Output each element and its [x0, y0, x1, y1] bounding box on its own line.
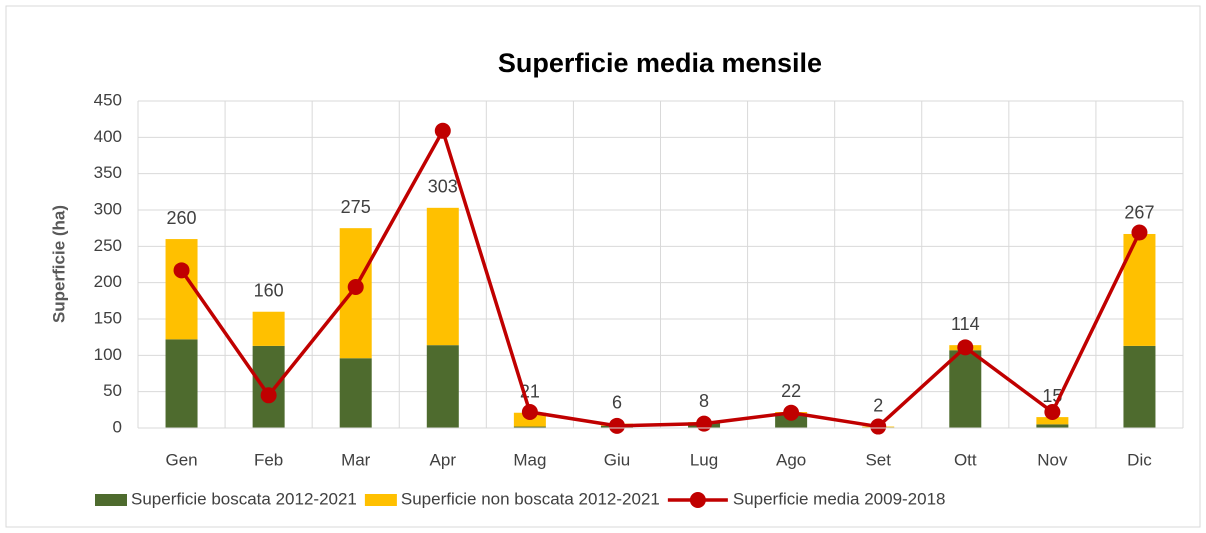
bar	[252, 345, 285, 428]
total-label: 267	[1124, 203, 1154, 223]
line-marker	[347, 279, 364, 296]
bar	[165, 339, 198, 428]
bar	[339, 358, 372, 428]
bar	[426, 207, 459, 346]
x-tick-label: Mag	[513, 450, 546, 469]
total-label: 303	[428, 177, 458, 197]
line-marker	[783, 404, 800, 421]
y-tick-label: 200	[94, 272, 122, 291]
x-tick-label: Gen	[165, 450, 197, 469]
y-tick-label: 300	[94, 199, 122, 218]
legend-marker	[689, 492, 706, 508]
y-tick-label: 50	[103, 381, 122, 400]
legend-swatch	[364, 494, 397, 506]
line-marker	[1131, 224, 1148, 241]
legend-label: Superficie media 2009-2018	[733, 489, 946, 508]
y-tick-label: 400	[94, 127, 122, 146]
bar	[252, 311, 285, 346]
bar	[426, 345, 459, 428]
legend-label: Superficie boscata 2012-2021	[131, 489, 357, 508]
y-tick-label: 450	[94, 90, 122, 109]
x-tick-label: Apr	[430, 450, 457, 469]
legend-swatch	[95, 494, 127, 506]
line	[180, 126, 1142, 429]
line-marker	[521, 404, 538, 421]
x-tick-label: Giu	[604, 450, 630, 469]
total-label: 160	[254, 280, 284, 300]
y-axis-label: Superficie (ha)	[49, 205, 68, 323]
line-marker	[260, 387, 277, 404]
legend-label: Superficie non boscata 2012-2021	[401, 489, 660, 508]
y-tick-label: 0	[113, 417, 122, 436]
line-marker	[957, 339, 974, 356]
line-marker	[870, 418, 887, 435]
x-tick-label: Nov	[1037, 450, 1068, 469]
bar	[1036, 417, 1069, 425]
line-marker	[1044, 404, 1061, 421]
x-tick-label: Dic	[1127, 450, 1152, 469]
total-label: 275	[341, 197, 371, 217]
bar	[1036, 424, 1069, 428]
bar	[1123, 233, 1156, 346]
bar	[949, 350, 982, 428]
line-marker	[696, 415, 713, 432]
chart-title: Superficie media mensile	[498, 48, 822, 78]
x-tick-label: Ott	[954, 450, 977, 469]
line-marker	[173, 262, 190, 279]
line-marker	[608, 417, 625, 434]
bar	[513, 426, 546, 428]
y-tick-label: 150	[94, 308, 122, 327]
line-marker	[434, 122, 451, 139]
total-label: 22	[781, 381, 801, 401]
total-label: 8	[699, 391, 709, 411]
total-label: 260	[167, 208, 197, 228]
bar	[1123, 345, 1156, 428]
x-tick-label: Feb	[254, 450, 283, 469]
total-label: 114	[951, 314, 980, 334]
x-tick-label: Set	[865, 450, 891, 469]
y-tick-label: 250	[94, 236, 122, 255]
y-tick-label: 350	[94, 163, 122, 182]
x-tick-label: Mar	[341, 450, 371, 469]
x-tick-label: Ago	[776, 450, 806, 469]
total-label: 2	[873, 395, 883, 415]
x-tick-label: Lug	[690, 450, 718, 469]
total-label: 6	[612, 392, 622, 412]
y-tick-label: 100	[94, 345, 122, 364]
bar	[165, 239, 198, 340]
chart-frame	[5, 5, 1201, 528]
